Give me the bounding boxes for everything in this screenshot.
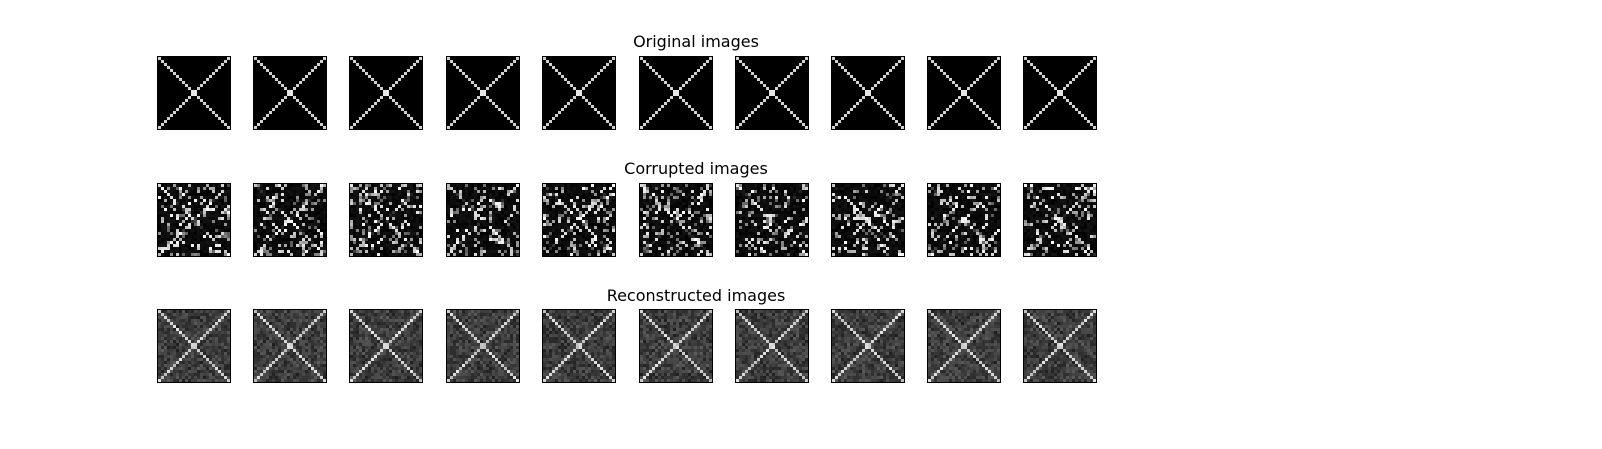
reconstructed-image-canvas	[928, 310, 1000, 382]
reconstructed-image-canvas	[447, 310, 519, 382]
original-image-8	[831, 56, 905, 130]
original-image-canvas	[736, 57, 808, 129]
original-image-canvas	[350, 57, 422, 129]
reconstructed-image-3	[349, 309, 423, 383]
corrupted-image-canvas	[254, 184, 326, 256]
reconstructed-image-1	[157, 309, 231, 383]
original-image-10	[1023, 56, 1097, 130]
corrupted-image-canvas	[1024, 184, 1096, 256]
corrupted-image-2	[253, 183, 327, 257]
reconstructed-image-canvas	[736, 310, 808, 382]
original-image-7	[735, 56, 809, 130]
original-image-canvas	[1024, 57, 1096, 129]
reconstructed-image-canvas	[1024, 310, 1096, 382]
reconstructed-image-canvas	[158, 310, 230, 382]
original-image-3	[349, 56, 423, 130]
corrupted-image-canvas	[736, 184, 808, 256]
corrupted-image-canvas	[928, 184, 1000, 256]
original-image-9	[927, 56, 1001, 130]
corrupted-image-canvas	[543, 184, 615, 256]
reconstructed-image-canvas	[350, 310, 422, 382]
original-image-canvas	[543, 57, 615, 129]
corrupted-image-9	[927, 183, 1001, 257]
corrupted-image-5	[542, 183, 616, 257]
reconstructed-image-4	[446, 309, 520, 383]
reconstructed-image-2	[253, 309, 327, 383]
original-image-canvas	[158, 57, 230, 129]
reconstructed-image-5	[542, 309, 616, 383]
original-images-title: Original images	[633, 32, 759, 51]
reconstructed-image-canvas	[543, 310, 615, 382]
reconstructed-image-9	[927, 309, 1001, 383]
original-image-1	[157, 56, 231, 130]
original-image-4	[446, 56, 520, 130]
reconstructed-image-canvas	[640, 310, 712, 382]
corrupted-image-7	[735, 183, 809, 257]
corrupted-image-6	[639, 183, 713, 257]
corrupted-image-4	[446, 183, 520, 257]
original-image-2	[253, 56, 327, 130]
corrupted-image-10	[1023, 183, 1097, 257]
original-image-canvas	[640, 57, 712, 129]
corrupted-image-3	[349, 183, 423, 257]
original-image-canvas	[832, 57, 904, 129]
corrupted-image-canvas	[447, 184, 519, 256]
corrupted-images-title: Corrupted images	[624, 159, 768, 178]
reconstructed-images-title: Reconstructed images	[606, 286, 786, 305]
corrupted-image-1	[157, 183, 231, 257]
corrupted-image-8	[831, 183, 905, 257]
corrupted-image-canvas	[158, 184, 230, 256]
corrupted-image-canvas	[832, 184, 904, 256]
reconstructed-image-8	[831, 309, 905, 383]
reconstructed-image-canvas	[832, 310, 904, 382]
corrupted-image-canvas	[640, 184, 712, 256]
original-image-canvas	[254, 57, 326, 129]
reconstructed-image-10	[1023, 309, 1097, 383]
reconstructed-image-6	[639, 309, 713, 383]
original-image-canvas	[447, 57, 519, 129]
corrupted-image-canvas	[350, 184, 422, 256]
reconstructed-image-canvas	[254, 310, 326, 382]
original-image-6	[639, 56, 713, 130]
reconstructed-image-7	[735, 309, 809, 383]
original-image-canvas	[928, 57, 1000, 129]
original-image-5	[542, 56, 616, 130]
